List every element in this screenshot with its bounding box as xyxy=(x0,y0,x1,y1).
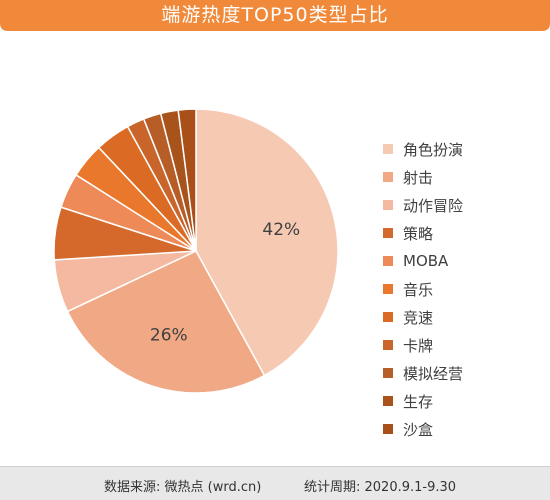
stat-period: 统计周期: 2020.9.1-9.30 xyxy=(304,480,457,495)
pie-slice-11 xyxy=(177,108,197,252)
legend-item: 音乐 xyxy=(383,275,543,303)
legend-swatch xyxy=(383,368,393,378)
pie-chart: 42% 26% xyxy=(53,108,339,394)
slice-value-label: 42% xyxy=(262,220,300,240)
legend-swatch xyxy=(383,396,393,406)
chart-legend: 角色扮演射击动作冒险策略 MOBA 音乐竞速卡牌模拟经营生存沙盒 xyxy=(383,135,543,443)
legend-label: 角色扮演 xyxy=(403,140,464,159)
legend-swatch xyxy=(383,312,393,322)
legend-label: 模拟经营 xyxy=(403,364,464,383)
legend-label: 策略 xyxy=(403,224,434,243)
legend-label: MOBA xyxy=(403,252,449,270)
legend-label: 动作冒险 xyxy=(403,196,464,215)
legend-item: 策略 xyxy=(383,219,543,247)
legend-label: 沙盒 xyxy=(403,420,434,439)
legend-label: 卡牌 xyxy=(403,336,434,355)
legend-label: 射击 xyxy=(403,168,434,187)
data-source: 数据来源: 微热点 (wrd.cn) xyxy=(104,480,262,495)
pie-slice-1 xyxy=(195,108,339,377)
header-background xyxy=(0,0,550,31)
legend-item: 生存 xyxy=(383,387,543,415)
legend-swatch xyxy=(383,200,393,210)
legend-item: 模拟经营 xyxy=(383,359,543,387)
legend-item: 沙盒 xyxy=(383,415,543,443)
legend-swatch xyxy=(383,228,393,238)
header-banner: 端游热度TOP50类型占比 xyxy=(0,0,550,33)
legend-item: 角色扮演 xyxy=(383,135,543,163)
legend-swatch xyxy=(383,340,393,350)
footer-bar: 数据来源: 微热点 (wrd.cn) 统计周期: 2020.9.1-9.30 xyxy=(0,466,550,500)
pie-chart-area: 42% 26% 角色扮演射击动作冒险策略 MOBA 音乐竞速卡牌模拟经营生存沙盒 xyxy=(0,33,550,465)
legend-item: MOBA xyxy=(383,247,543,275)
legend-item: 竞速 xyxy=(383,303,543,331)
legend-item: 射击 xyxy=(383,163,543,191)
legend-item: 动作冒险 xyxy=(383,191,543,219)
slice-value-label: 26% xyxy=(150,326,188,346)
legend-label: 竞速 xyxy=(403,308,434,327)
legend-swatch xyxy=(383,256,393,266)
legend-item: 卡牌 xyxy=(383,331,543,359)
legend-swatch xyxy=(383,172,393,182)
legend-swatch xyxy=(383,284,393,294)
legend-label: 生存 xyxy=(403,392,434,411)
legend-label: 音乐 xyxy=(403,280,434,299)
page-title: 端游热度TOP50类型占比 xyxy=(161,4,389,26)
legend-swatch xyxy=(383,144,393,154)
legend-swatch xyxy=(383,424,393,434)
pie-slice-2 xyxy=(66,250,266,394)
